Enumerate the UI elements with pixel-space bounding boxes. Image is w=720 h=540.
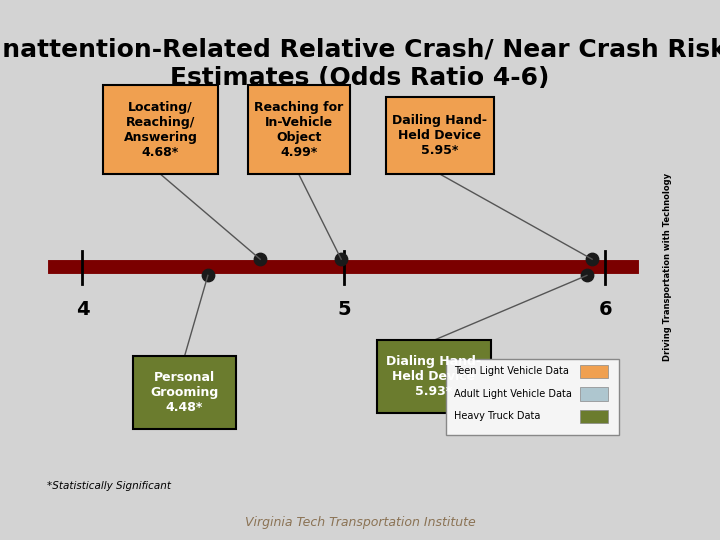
Text: Inattention-Related Relative Crash/ Near Crash Risk
Estimates (Odds Ratio 4-6): Inattention-Related Relative Crash/ Near… bbox=[0, 38, 720, 90]
Point bbox=[581, 271, 593, 280]
Text: 4: 4 bbox=[76, 300, 89, 319]
Text: Personal
Grooming
4.48*: Personal Grooming 4.48* bbox=[150, 372, 219, 414]
Text: Locating/
Reaching/
Answering
4.68*: Locating/ Reaching/ Answering 4.68* bbox=[124, 100, 197, 159]
Text: Virginia Tech Transportation Institute: Virginia Tech Transportation Institute bbox=[245, 516, 475, 529]
Text: Teen Light Vehicle Data: Teen Light Vehicle Data bbox=[454, 366, 569, 376]
Point bbox=[254, 255, 266, 264]
Text: Driving Transportation with Technology: Driving Transportation with Technology bbox=[663, 173, 672, 361]
Text: Reaching for
In-Vehicle
Object
4.99*: Reaching for In-Vehicle Object 4.99* bbox=[254, 100, 343, 159]
Point bbox=[202, 271, 214, 280]
Point bbox=[336, 255, 347, 264]
Text: Adult Light Vehicle Data: Adult Light Vehicle Data bbox=[454, 389, 572, 399]
Text: *Statistically Significant: *Statistically Significant bbox=[47, 481, 171, 491]
Text: Heavy Truck Data: Heavy Truck Data bbox=[454, 411, 540, 421]
Text: 5: 5 bbox=[337, 300, 351, 319]
Point bbox=[586, 255, 598, 264]
Text: 6: 6 bbox=[598, 300, 612, 319]
Text: Dailing Hand-
Held Device
5.95*: Dailing Hand- Held Device 5.95* bbox=[392, 114, 487, 157]
Text: Dialing Hand-
Held Device
5.93*: Dialing Hand- Held Device 5.93* bbox=[387, 355, 482, 398]
